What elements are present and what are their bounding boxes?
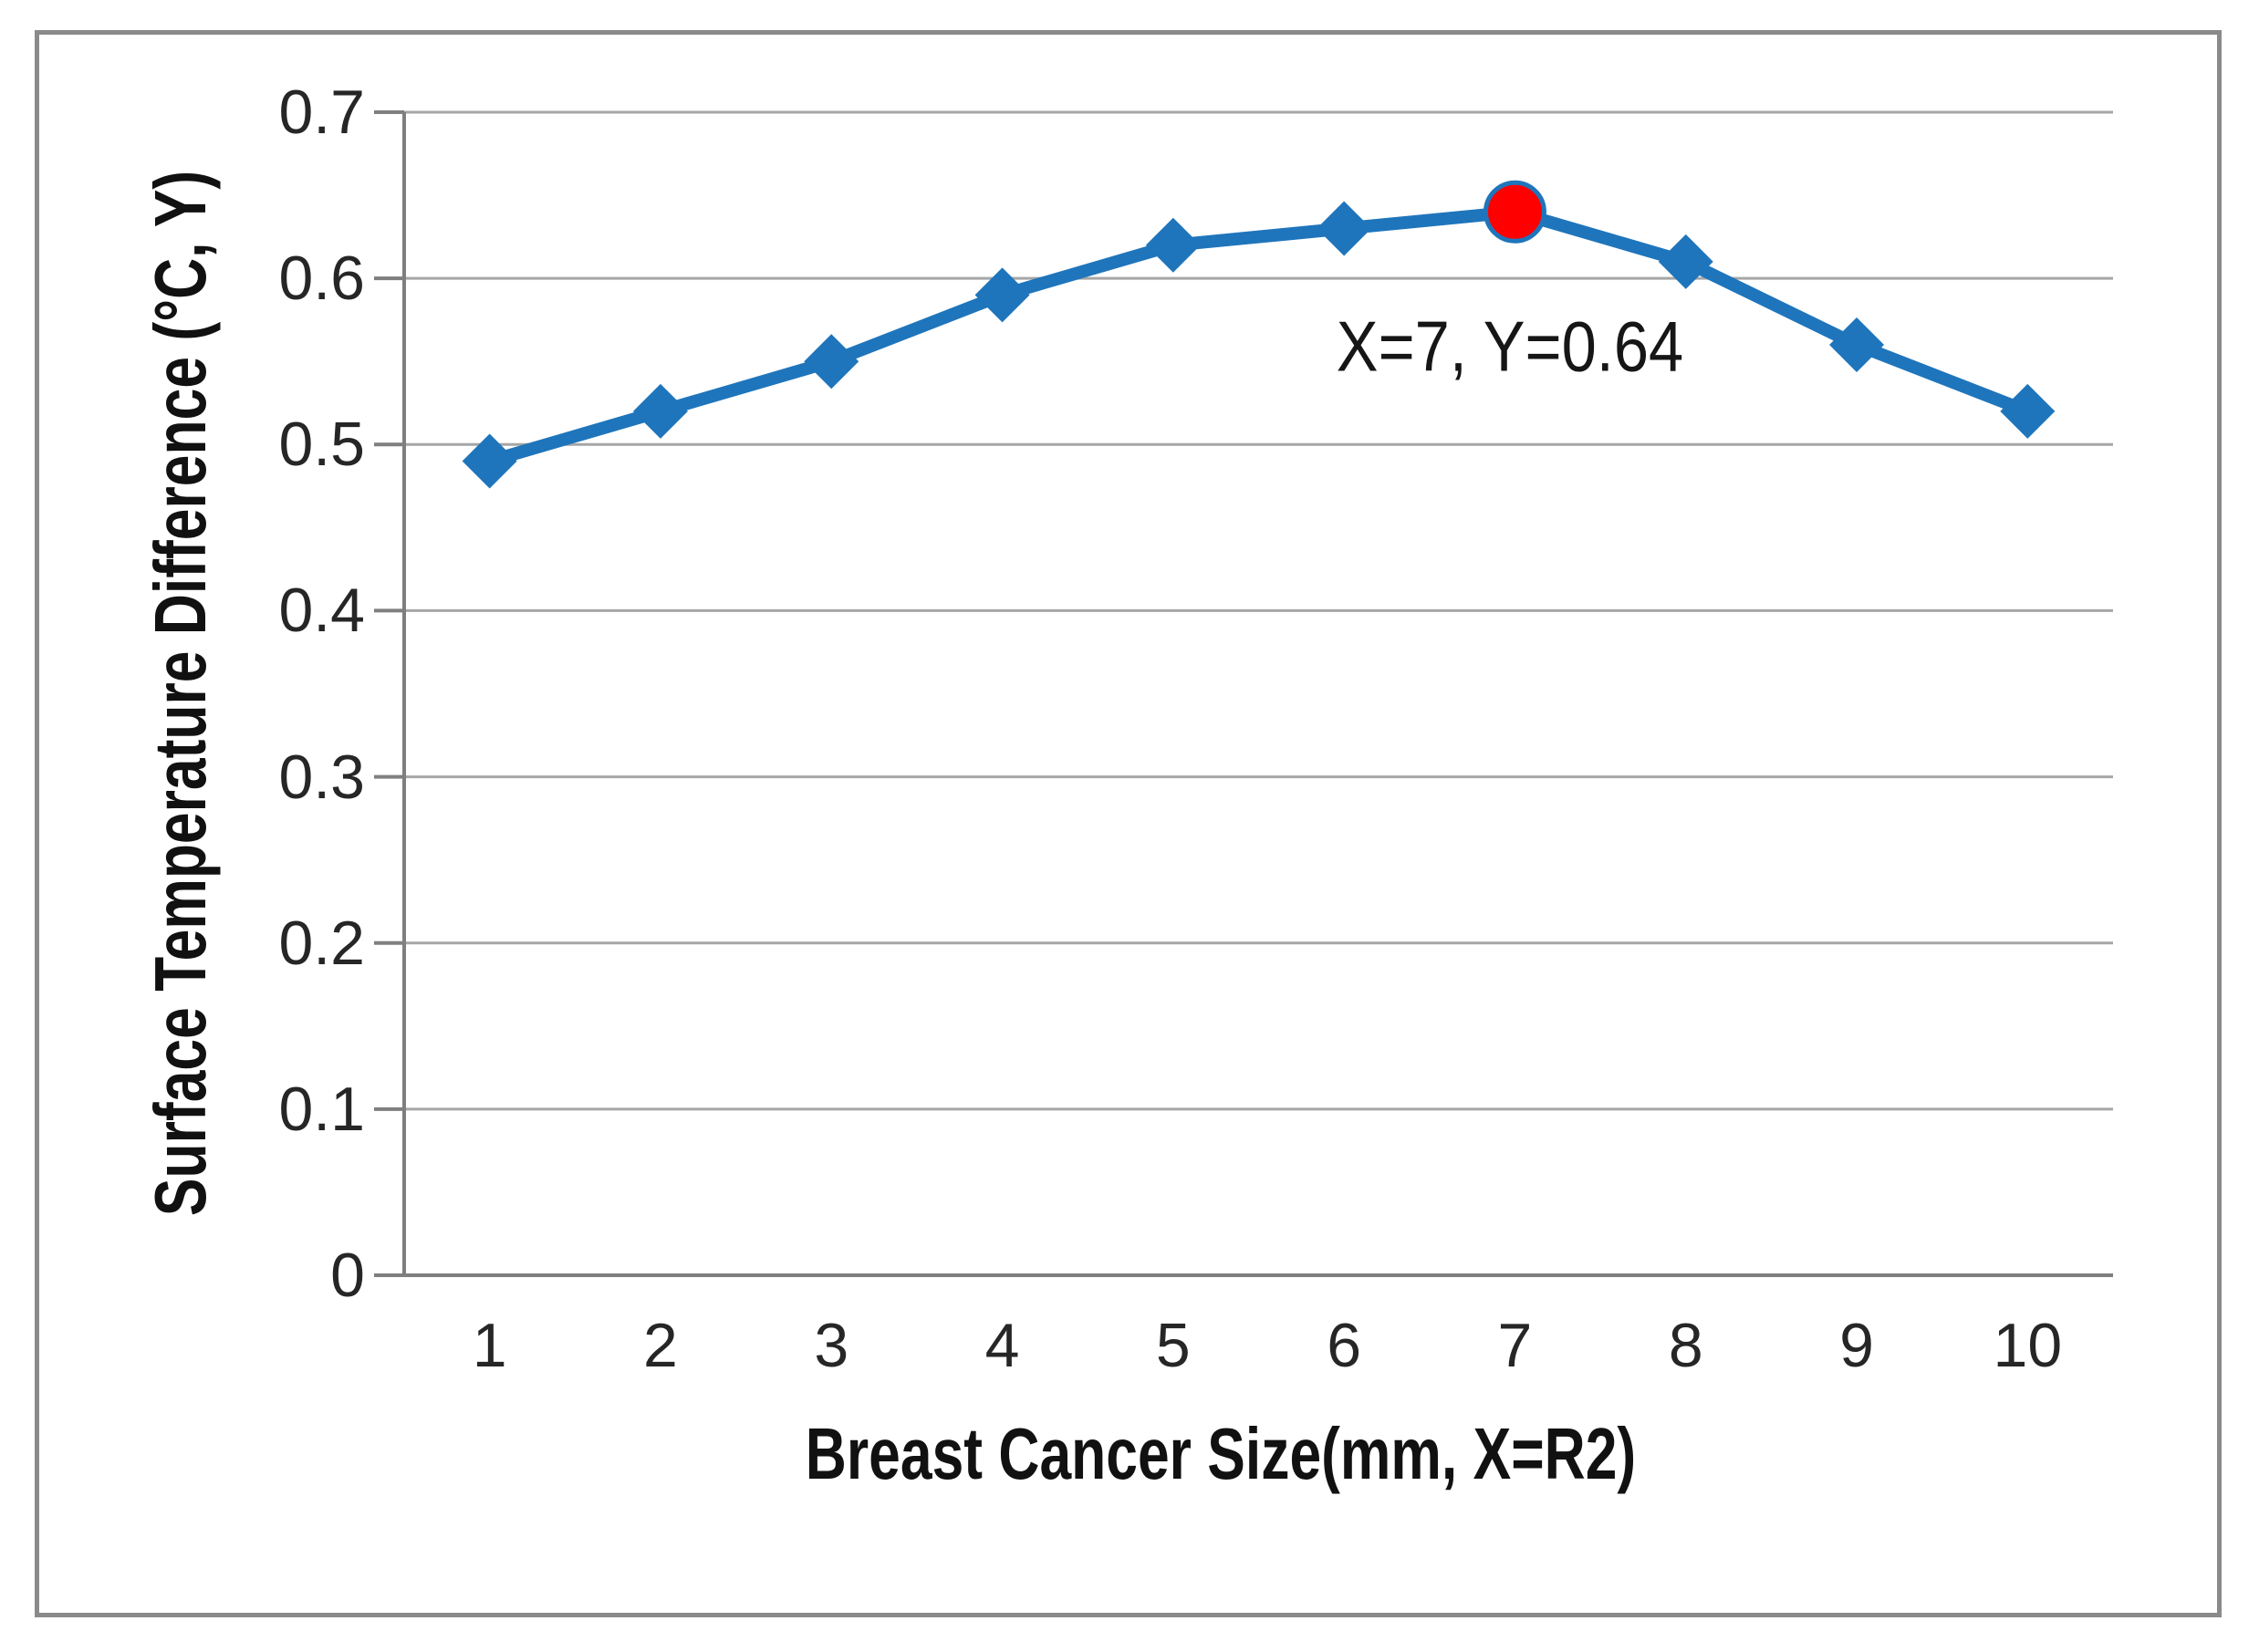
x-tick-label: 8 [1668,1311,1703,1380]
highlight-point [1483,180,1546,244]
y-tick-label: 0.6 [278,244,365,314]
data-point-marker [974,267,1030,323]
x-tick-label: 1 [472,1311,507,1380]
data-line [483,205,2035,468]
x-tick-label: 9 [1839,1311,1874,1380]
data-point-marker [1658,234,1713,289]
y-tick-label: 0.1 [278,1074,365,1144]
data-point-marker [1317,201,1372,256]
y-tick-label: 0.2 [278,908,365,978]
data-point-marker [1145,217,1201,273]
chart-border [35,30,2222,1617]
y-tick-label: 0 [330,1241,365,1310]
y-axis-title: Surface Temperature Difference (°C, Y) [140,170,221,1217]
x-tick-label: 7 [1497,1311,1533,1380]
x-axis-title: Breast Cancer Size(mm, X=R2) [805,1413,1637,1494]
peak-annotation: X=7, Y=0.64 [1336,306,1684,387]
x-tick-label: 10 [1993,1311,2063,1380]
data-point-marker [804,334,859,390]
y-tick-label: 0.3 [278,742,365,812]
data-point-marker [1829,317,1885,372]
x-tick-label: 3 [814,1311,849,1380]
y-tick-label: 0.7 [278,78,365,147]
y-tick-label: 0.4 [278,576,365,646]
y-tick-label: 0.5 [278,410,365,480]
x-tick-label: 5 [1155,1311,1191,1380]
data-point-marker [2000,383,2056,439]
x-tick-label: 6 [1327,1311,1362,1380]
data-point-marker [632,383,688,439]
x-tick-label: 4 [984,1311,1020,1380]
data-point-marker [462,433,517,489]
x-tick-label: 2 [643,1311,678,1380]
